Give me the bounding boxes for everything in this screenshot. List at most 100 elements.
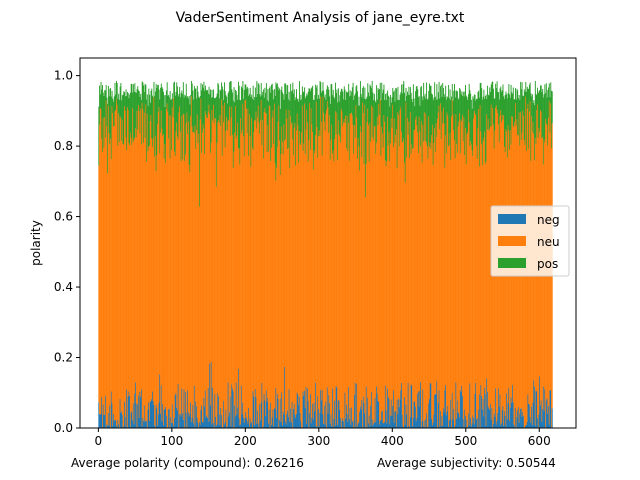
bar-neu [275, 180, 277, 388]
bar-pos [537, 93, 539, 138]
bar-pos [347, 91, 349, 152]
bar-neu [104, 137, 106, 396]
bar-neg [285, 424, 287, 428]
bar-pos [407, 94, 409, 136]
bar-neu [484, 164, 486, 394]
bar-neg [472, 415, 474, 428]
bar-pos [401, 93, 403, 143]
bar-pos [321, 92, 322, 122]
bar-pos [104, 90, 106, 118]
bar-neg [212, 387, 214, 428]
bar-neg [537, 418, 538, 428]
bar-pos [179, 86, 181, 107]
bar-neu [127, 107, 128, 428]
bar-pos [121, 100, 123, 141]
bar-neu [412, 148, 414, 427]
bar-pos [509, 94, 511, 150]
bar-pos [314, 94, 316, 154]
bar-neu [171, 107, 173, 405]
bar-neg [218, 396, 220, 428]
bar-pos [507, 93, 509, 126]
bar-neu [104, 117, 106, 416]
bar-pos [401, 84, 403, 132]
bar-neu [359, 170, 361, 412]
bar-neu [197, 143, 199, 423]
bar-pos [262, 89, 264, 159]
bar-pos [489, 87, 491, 129]
bar-neu [229, 135, 231, 397]
bar-neg [530, 422, 532, 428]
bar-neg [260, 420, 261, 428]
bar-pos [505, 91, 507, 129]
bar-pos [257, 83, 259, 106]
bar-pos [417, 89, 419, 133]
bar-neg [199, 421, 200, 428]
bar-pos [354, 95, 356, 126]
bar-neg [231, 384, 233, 428]
bar-pos [262, 91, 264, 121]
bar-pos [251, 94, 253, 119]
bar-neg [529, 416, 531, 428]
bar-pos [247, 88, 249, 109]
bar-pos [406, 91, 408, 118]
bar-pos [461, 91, 463, 122]
bar-pos [514, 99, 516, 123]
bar-pos [324, 94, 326, 131]
bar-neg [108, 425, 110, 428]
bar-pos [471, 108, 473, 151]
bar-pos [502, 84, 504, 120]
bar-neu [193, 133, 195, 386]
bar-pos [174, 95, 176, 156]
bar-neu [357, 159, 358, 427]
bar-neu [182, 159, 184, 414]
bar-neu [284, 140, 286, 367]
bar-neu [131, 144, 133, 411]
bar-pos [410, 92, 412, 154]
bar-neg [341, 420, 343, 428]
bar-pos [228, 91, 230, 121]
bar-neu [113, 126, 115, 415]
bar-neu [303, 143, 305, 396]
bar-neg [481, 395, 483, 428]
bar-neg [460, 392, 462, 428]
bar-neu [474, 113, 476, 394]
bar-pos [418, 97, 419, 154]
bar-neu [172, 117, 174, 424]
bar-neu [178, 112, 180, 428]
bar-neu [290, 124, 292, 423]
bar-neg [383, 423, 385, 428]
bar-neg [204, 406, 206, 428]
bar-neg [392, 405, 394, 428]
bar-pos [455, 90, 457, 115]
bar-neu [399, 110, 401, 400]
bar-pos [350, 95, 352, 114]
bar-pos [146, 99, 148, 162]
bar-neu [432, 164, 434, 423]
bar-pos [382, 89, 384, 148]
bar-neg [210, 405, 212, 428]
bar-neg [346, 413, 348, 428]
bar-pos [379, 89, 381, 115]
bar-pos [393, 90, 395, 119]
bar-neu [379, 114, 381, 425]
bar-neg [389, 424, 391, 428]
bar-neg [445, 384, 447, 428]
bar-pos [539, 90, 541, 133]
bar-neu [441, 111, 443, 416]
bar-neg [456, 418, 458, 428]
bar-pos [202, 87, 204, 124]
bar-neg [225, 409, 227, 428]
bar-neu [421, 162, 423, 422]
bar-pos [394, 101, 396, 144]
bar-neg [380, 420, 382, 428]
bar-neg [376, 393, 378, 428]
bar-neu [465, 164, 467, 420]
bar-neg [201, 405, 203, 428]
bar-neu [196, 130, 198, 407]
bar-neg [216, 424, 218, 428]
bar-neg [197, 422, 199, 428]
bar-pos [246, 86, 248, 134]
bar-neu [327, 107, 329, 414]
bar-neu [376, 116, 378, 394]
bar-neg [367, 398, 369, 428]
